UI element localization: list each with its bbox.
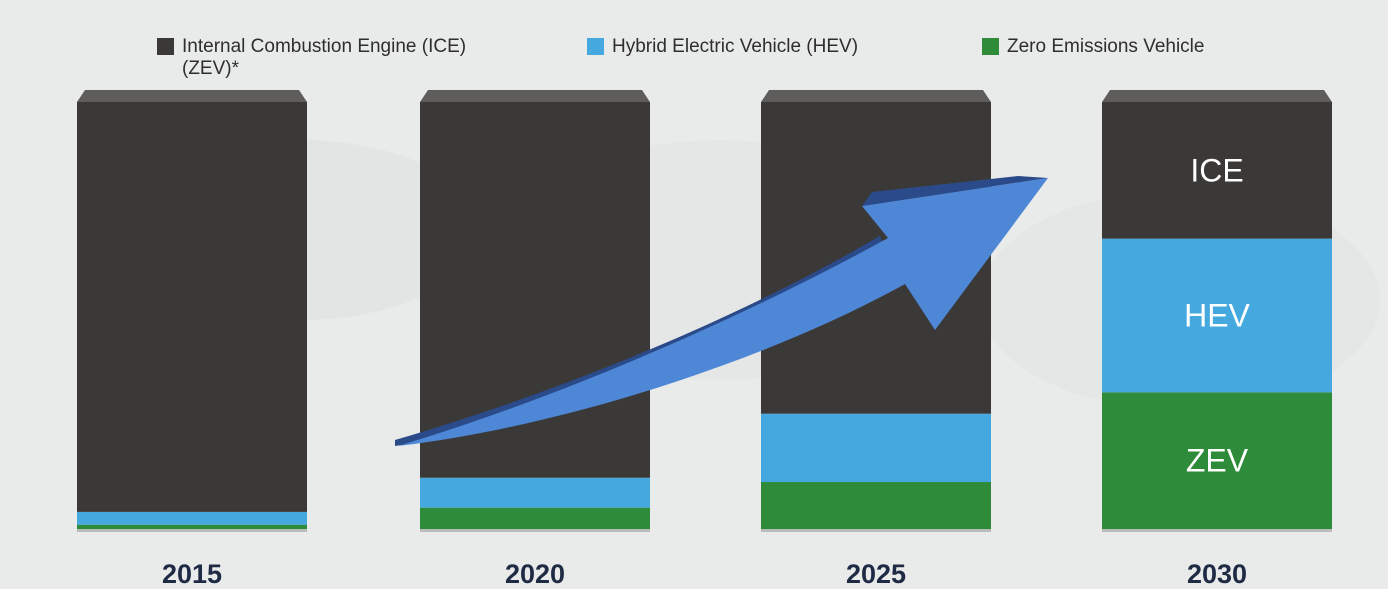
legend-label-zev: Zero Emissions Vehicle [1007, 36, 1205, 57]
legend-label-ice: Internal Combustion Engine (ICE) (ZEV)* [182, 36, 466, 80]
trend-arrow [395, 176, 1048, 446]
x-tick-label-2025: 2025 [846, 559, 906, 589]
bar-top-face-2015 [77, 90, 307, 102]
bar-label-hev: HEV [1184, 298, 1250, 334]
legend-label-hev: Hybrid Electric Vehicle (HEV) [612, 36, 859, 57]
bar-top-face-2025 [761, 90, 991, 102]
legend-swatch-ice [157, 38, 174, 55]
bar-segment-ice-2015 [77, 102, 307, 512]
legend-item-ice: Internal Combustion Engine (ICE) (ZEV)* [157, 36, 466, 80]
bar-group-2015 [77, 90, 307, 532]
trend-arrow-head-edge [862, 176, 1048, 206]
bar-top-face-2030 [1102, 90, 1332, 102]
bar-label-ice: ICE [1190, 152, 1243, 188]
bar-segment-zev-2020 [420, 507, 650, 529]
legend-item-zev: Zero Emissions Vehicle [982, 36, 1204, 58]
legend-label-zev-footnote: (ZEV)* [182, 58, 239, 79]
bar-label-zev: ZEV [1186, 443, 1249, 479]
bar-shadow-2030 [1102, 529, 1332, 532]
bar-segment-hev-2015 [77, 511, 307, 525]
bar-segment-zev-2025 [761, 482, 991, 529]
bar-shadow-2020 [420, 529, 650, 532]
bar-segment-ice-2030 [1102, 102, 1332, 239]
legend-item-hev: Hybrid Electric Vehicle (HEV) [587, 36, 858, 58]
legend-label-ice-text: Internal Combustion Engine (ICE) [182, 36, 467, 57]
legend-swatch-zev [982, 38, 999, 55]
bar-segment-hev-2030 [1102, 238, 1332, 393]
bar-top-face-2020 [420, 90, 650, 102]
bar-shadow-2015 [77, 529, 307, 532]
legend-swatch-hev [587, 38, 604, 55]
x-tick-label-2030: 2030 [1187, 559, 1247, 589]
bar-segment-zev-2030 [1102, 392, 1332, 529]
bar-segment-hev-2025 [761, 413, 991, 483]
bar-segment-zev-2015 [77, 524, 307, 529]
x-tick-label-2020: 2020 [505, 559, 565, 589]
bar-segment-hev-2020 [420, 477, 650, 508]
bar-group-2020 [420, 90, 650, 532]
bar-group-2030: ZEV HEV ICE [1102, 90, 1332, 532]
trend-arrow-body [398, 178, 1048, 446]
x-tick-label-2015: 2015 [162, 559, 222, 589]
trend-arrow-shadow [395, 236, 895, 446]
bar-shadow-2025 [761, 529, 991, 532]
